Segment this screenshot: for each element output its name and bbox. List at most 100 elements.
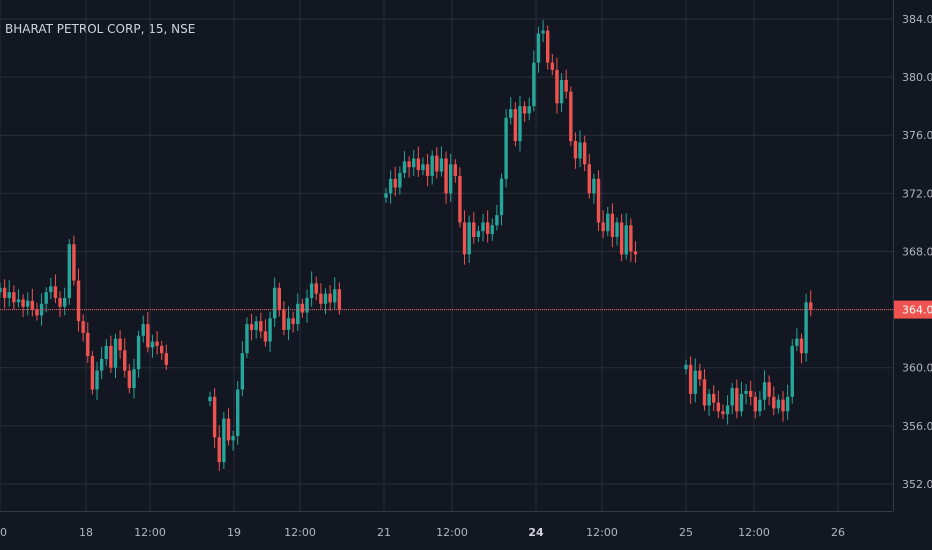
candle (384, 188, 388, 203)
candle-body (744, 390, 748, 394)
candle-body (592, 178, 596, 194)
price-tick-label: 360.00 (902, 362, 932, 375)
candle (809, 290, 813, 317)
candle (39, 293, 44, 326)
candle (564, 69, 568, 99)
candle-body (425, 164, 430, 176)
candle-body (753, 396, 757, 412)
candle (309, 271, 314, 307)
candle-body (522, 106, 527, 114)
candle (49, 277, 53, 299)
candle (222, 411, 226, 469)
candle-body (453, 164, 457, 176)
candle (127, 363, 132, 394)
candle-body (160, 345, 164, 354)
candle (150, 334, 155, 358)
candle (716, 390, 721, 419)
candle-body (587, 164, 591, 194)
candle (109, 335, 113, 373)
candle-body (113, 338, 118, 368)
candle (448, 153, 453, 202)
candle (532, 50, 536, 112)
candle-body (164, 353, 169, 365)
candle-body (462, 222, 467, 255)
candle (522, 101, 527, 123)
candle-body (76, 280, 81, 322)
candle-body (435, 155, 439, 172)
candle (81, 314, 85, 342)
candle-body (319, 293, 323, 304)
candle-body (305, 297, 309, 313)
candle-body (49, 286, 53, 293)
candle (633, 241, 638, 263)
candle (758, 391, 762, 417)
candle (485, 210, 490, 243)
candle-body (208, 396, 212, 402)
candle-body (277, 287, 281, 310)
candle-body (772, 396, 776, 409)
candle-body (240, 353, 245, 390)
candle (578, 130, 582, 168)
candle-body (767, 382, 771, 397)
candle-body (712, 393, 716, 403)
candle-body (236, 389, 240, 437)
last-price-line: 364.00 (0, 300, 932, 319)
candle (263, 319, 268, 347)
candle (504, 109, 508, 188)
candle-body (513, 109, 518, 142)
candle-body (430, 155, 434, 176)
price-tick-label: 356.00 (902, 420, 932, 433)
candle (550, 54, 555, 75)
candle-body (698, 370, 702, 380)
candle (785, 384, 790, 420)
candle (72, 235, 76, 286)
candle (314, 276, 318, 301)
candle (693, 358, 697, 403)
candle (762, 370, 767, 411)
candle (735, 379, 739, 419)
candle-body (509, 109, 513, 118)
time-axis[interactable]: 00 18 12:00 19 12:00 21 12:00 24 12:00 25 12:00 26 (0, 511, 893, 540)
candle-body (44, 292, 48, 304)
candle-body (799, 338, 804, 354)
candle (799, 333, 804, 364)
candle-body (550, 62, 555, 70)
candle-body (564, 80, 568, 92)
candle (259, 312, 263, 339)
candle-body (123, 350, 127, 371)
candle-body (481, 222, 485, 232)
time-tick-label: 18 (79, 526, 93, 539)
candle (118, 330, 122, 359)
candle (707, 388, 711, 416)
candle (0, 282, 2, 298)
candle-body (716, 402, 721, 412)
candle (569, 86, 573, 147)
candle-body (384, 193, 388, 198)
candle-body (222, 418, 226, 463)
candle (472, 212, 476, 244)
candle-body (421, 164, 425, 171)
candle-body (393, 178, 397, 188)
candle-body (282, 309, 286, 330)
candle (44, 287, 48, 313)
candle-body (721, 411, 725, 415)
candle-body (300, 303, 305, 313)
candle (476, 226, 481, 243)
candle-body (619, 222, 624, 255)
candle (282, 301, 286, 336)
candle (398, 166, 402, 195)
candle (296, 293, 300, 331)
candle-body (629, 225, 633, 252)
price-tick-label: 368.00 (902, 245, 932, 258)
candle (254, 316, 258, 339)
candle-body (109, 345, 113, 368)
price-tick-label: 384.00 (902, 13, 932, 26)
candle-body (582, 142, 587, 165)
candle (132, 358, 136, 399)
candle-body (323, 293, 328, 304)
candle-body (39, 303, 44, 316)
price-axis[interactable]: 352.00 356.00 360.00 368.00 372.00 376.00 380.… (893, 0, 932, 511)
candle-body (314, 283, 318, 294)
candle (795, 328, 799, 352)
